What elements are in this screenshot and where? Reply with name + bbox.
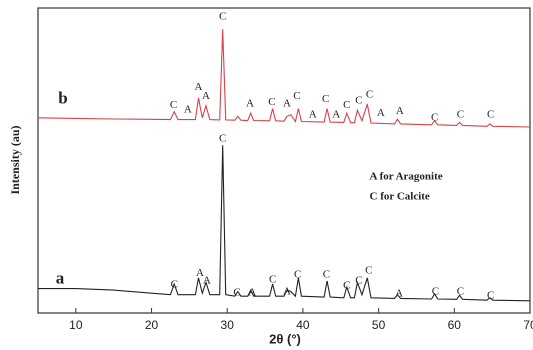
peak-label: C bbox=[233, 286, 240, 298]
peak-label: A bbox=[309, 108, 317, 120]
x-tick-label: 20 bbox=[145, 318, 159, 332]
series-label: a bbox=[56, 268, 65, 287]
peak-label: A bbox=[194, 81, 202, 93]
x-tick-label: 70 bbox=[523, 318, 533, 332]
peak-label: C bbox=[487, 108, 494, 120]
series-line bbox=[38, 145, 531, 302]
peak-label: C bbox=[343, 279, 350, 291]
plot-frame bbox=[37, 7, 531, 314]
peak-label: A bbox=[395, 288, 403, 300]
y-axis-label: Intensity (au) bbox=[8, 125, 22, 194]
series-label: b bbox=[58, 88, 67, 107]
peak-label: C bbox=[366, 88, 373, 100]
peak-label: C bbox=[268, 96, 275, 108]
legend-note: C for Calcite bbox=[370, 191, 430, 203]
peak-label: A bbox=[396, 105, 404, 117]
peak-label: C bbox=[171, 278, 178, 290]
peak-label: A bbox=[377, 107, 385, 119]
peak-label: A bbox=[332, 108, 340, 120]
peak-label: C bbox=[343, 99, 350, 111]
peak-label: A bbox=[246, 98, 254, 110]
peak-label: A bbox=[248, 286, 256, 298]
peak-label: C bbox=[432, 285, 439, 297]
peak-label: C bbox=[487, 289, 494, 301]
peak-label: A bbox=[184, 104, 192, 116]
peak-label: C bbox=[219, 133, 226, 145]
peak-label: C bbox=[355, 275, 362, 287]
peak-label: A bbox=[196, 267, 204, 279]
peak-label: C bbox=[219, 11, 226, 23]
x-tick-label: 10 bbox=[69, 318, 83, 332]
x-tick-label: 30 bbox=[221, 318, 235, 332]
peak-label: A bbox=[202, 90, 210, 102]
peak-label: C bbox=[431, 111, 438, 123]
peak-label: C bbox=[293, 90, 300, 102]
legend-note: A for Aragonite bbox=[370, 171, 443, 183]
series-line bbox=[37, 29, 531, 128]
x-tick-label: 60 bbox=[448, 318, 462, 332]
x-tick-label: 50 bbox=[372, 318, 386, 332]
peak-label: A bbox=[283, 98, 291, 110]
peak-label: A bbox=[203, 275, 211, 287]
x-axis-label: 2θ (°) bbox=[269, 331, 301, 346]
peak-label: C bbox=[269, 274, 276, 286]
peak-label: C bbox=[323, 268, 330, 280]
x-tick-label: 40 bbox=[296, 318, 310, 332]
peak-label: C bbox=[365, 264, 372, 276]
peak-label: C bbox=[322, 93, 329, 105]
peak-label: C bbox=[170, 99, 177, 111]
peak-label: C bbox=[355, 95, 362, 107]
peak-label: C bbox=[457, 285, 464, 297]
peak-label: C bbox=[457, 108, 464, 120]
peak-label: C bbox=[294, 268, 301, 280]
peak-label: A bbox=[283, 285, 291, 297]
